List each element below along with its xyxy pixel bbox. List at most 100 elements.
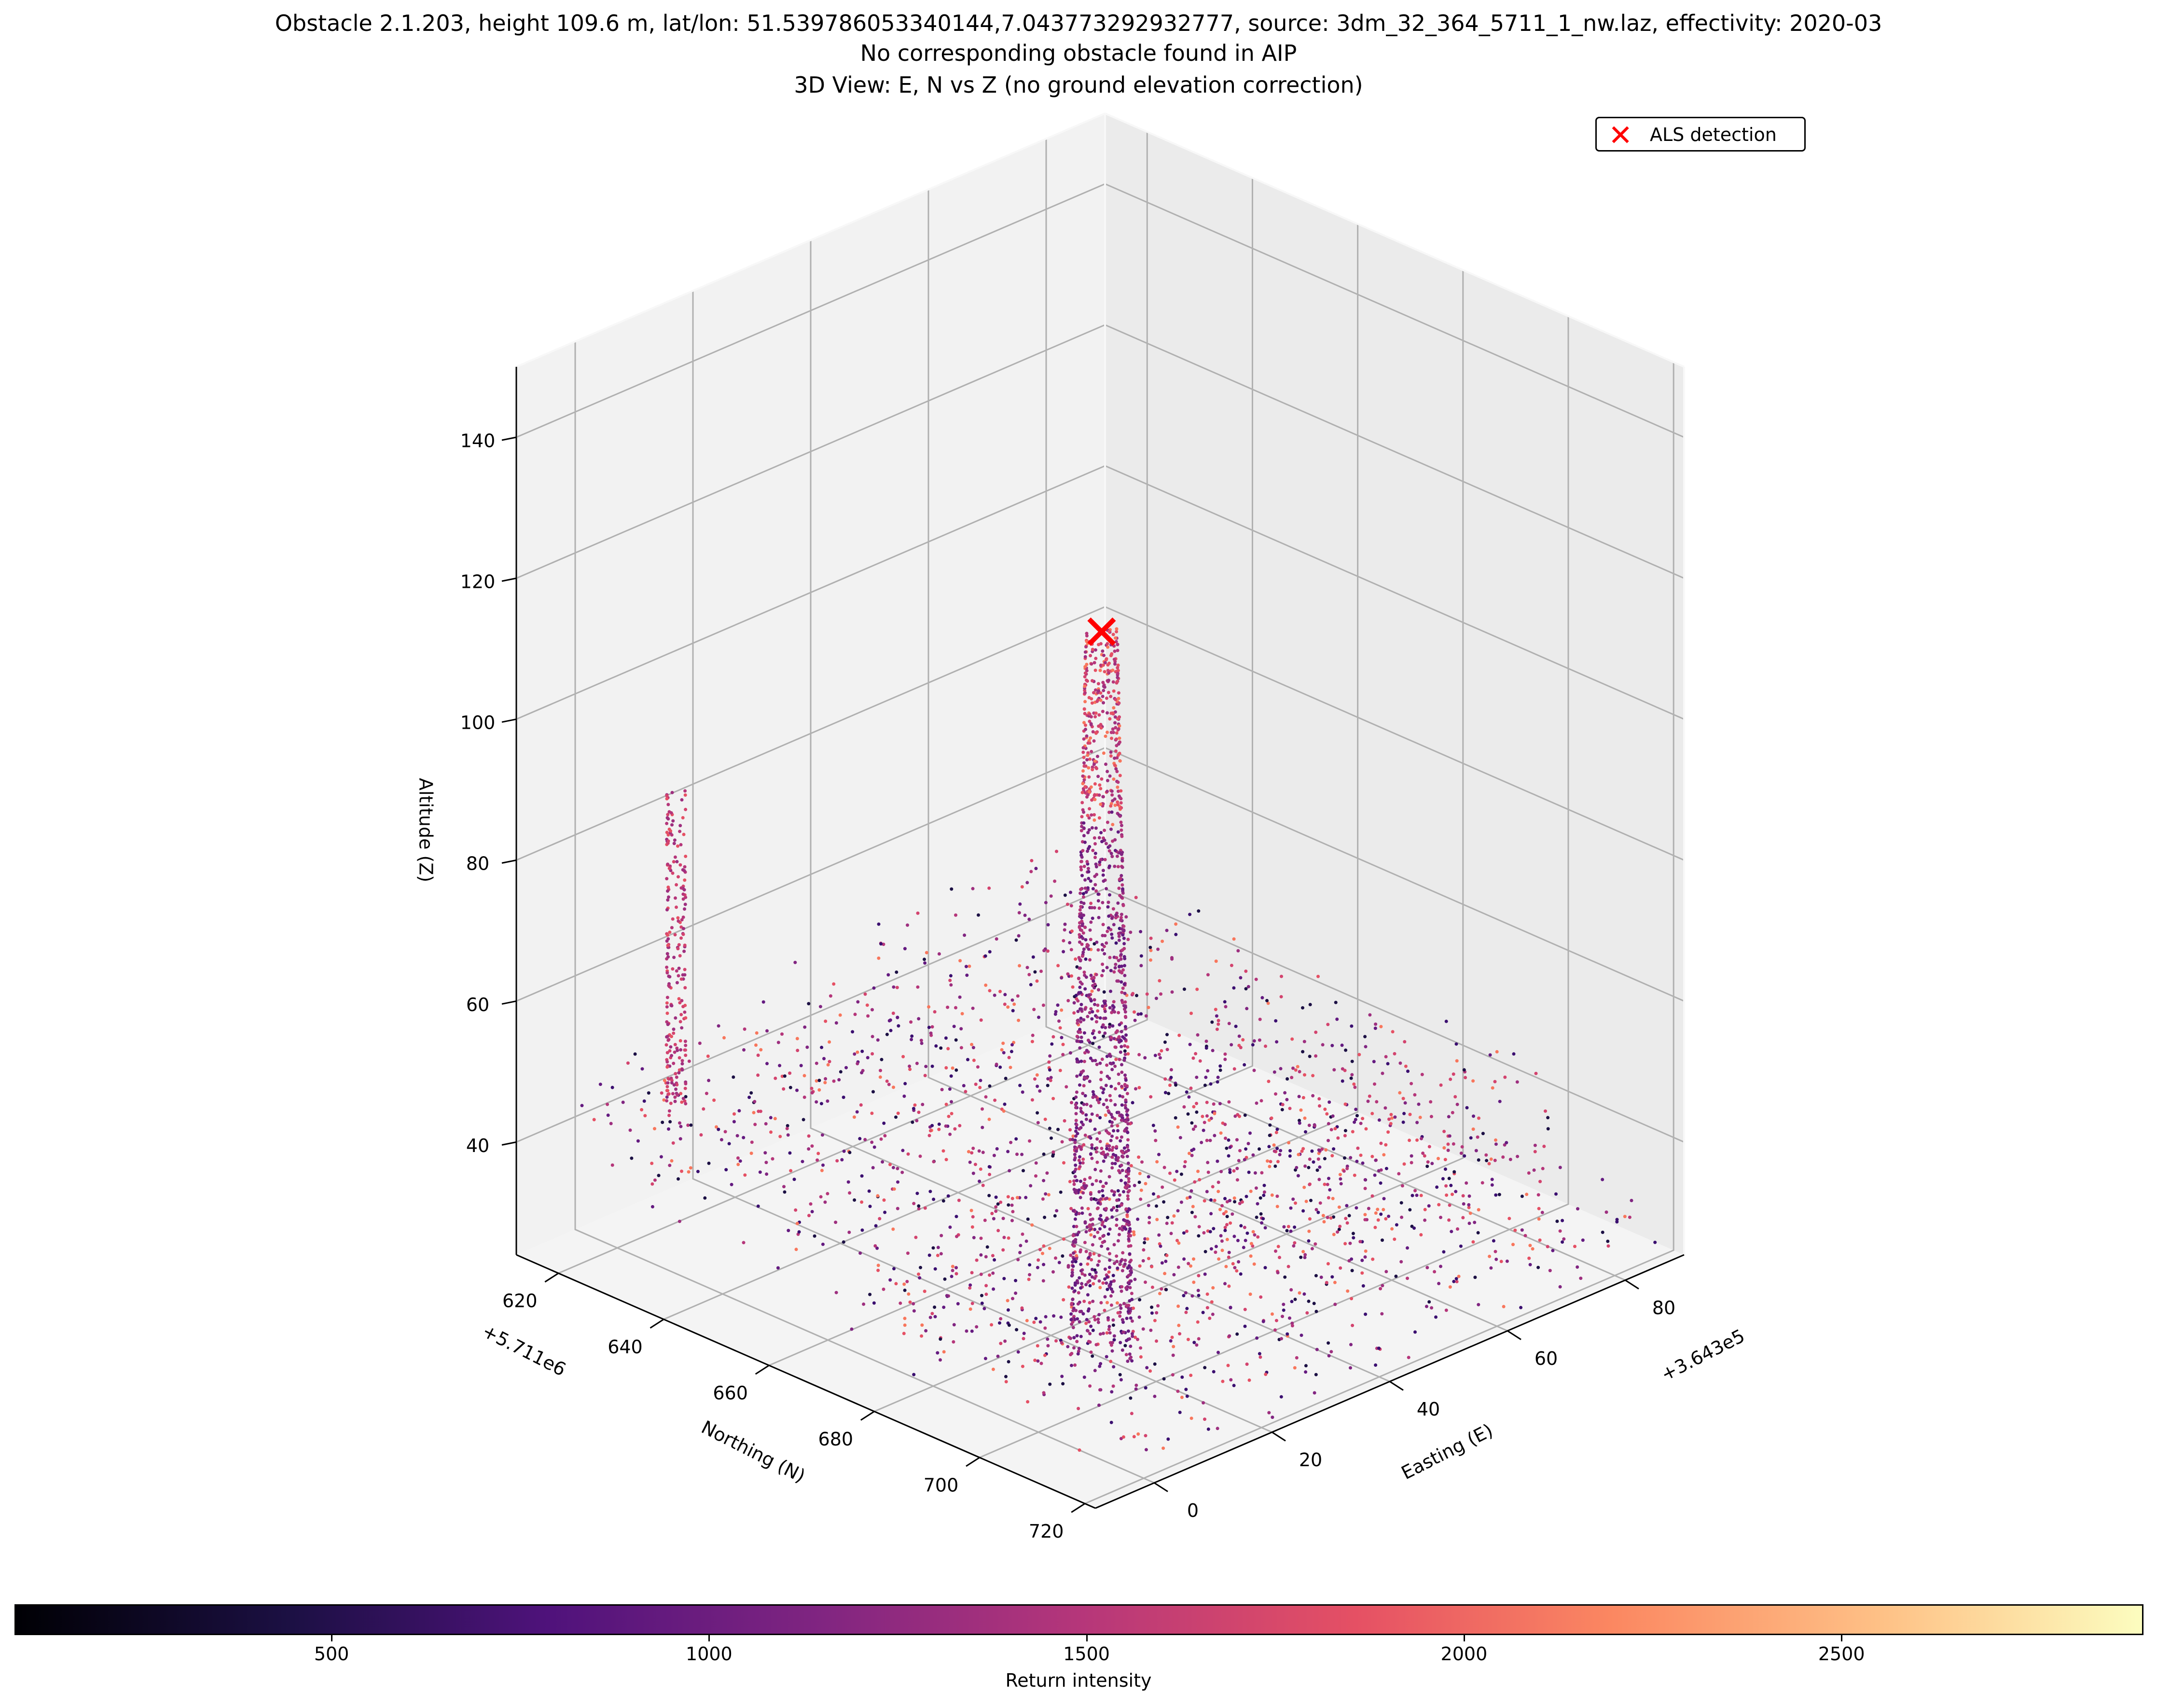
point [1235, 1332, 1239, 1336]
point [1114, 1030, 1118, 1034]
point [1010, 1196, 1014, 1200]
point [1245, 1362, 1249, 1366]
point [1439, 1216, 1442, 1219]
point [1268, 1123, 1272, 1127]
point [1190, 1121, 1194, 1125]
point [789, 1169, 793, 1173]
point [1114, 941, 1118, 945]
point [681, 1097, 685, 1100]
point [1216, 1159, 1219, 1163]
point [892, 1267, 896, 1271]
point [1079, 1334, 1083, 1338]
point [823, 1200, 827, 1204]
point [1084, 645, 1088, 649]
point [1537, 1207, 1541, 1210]
point [802, 1118, 805, 1122]
point [1427, 1300, 1431, 1304]
point [1121, 968, 1125, 972]
point [1308, 1217, 1312, 1221]
point [687, 1170, 691, 1174]
point [949, 974, 953, 978]
point [665, 1035, 669, 1039]
point [1139, 954, 1143, 958]
point [1042, 949, 1046, 953]
point [1174, 1083, 1178, 1087]
point [1424, 1305, 1428, 1308]
point [945, 1294, 949, 1298]
point [1110, 1134, 1114, 1138]
point [1332, 1215, 1335, 1219]
point [901, 1149, 905, 1153]
point [1091, 1059, 1094, 1063]
point [1397, 1172, 1401, 1176]
point [1107, 914, 1111, 918]
point [1302, 1185, 1306, 1189]
point [684, 1043, 688, 1047]
point [968, 1283, 972, 1287]
point [816, 1152, 820, 1155]
point [1117, 691, 1120, 695]
point [1232, 1067, 1236, 1071]
point [912, 1309, 916, 1313]
point [1251, 1230, 1255, 1234]
point [1373, 1173, 1377, 1177]
colorbar [14, 1604, 2143, 1635]
point [1278, 1256, 1281, 1259]
point [1080, 1211, 1084, 1215]
point [971, 1215, 975, 1219]
point [1189, 1374, 1193, 1377]
point [1093, 856, 1097, 860]
point [1098, 1388, 1102, 1392]
point [1098, 668, 1102, 672]
point [1191, 1127, 1195, 1131]
point [1337, 1205, 1341, 1209]
point [1094, 731, 1098, 735]
point [1092, 998, 1096, 1002]
point [1086, 814, 1090, 818]
point [1137, 1053, 1141, 1056]
point [1461, 1194, 1465, 1198]
point [1095, 1160, 1099, 1164]
point [1116, 676, 1120, 680]
point [621, 1100, 625, 1104]
point [1092, 1315, 1096, 1319]
point [1082, 1299, 1086, 1303]
point [1101, 1332, 1105, 1335]
point [1143, 1237, 1147, 1241]
point [665, 1051, 669, 1055]
point [1072, 1251, 1076, 1255]
point [1322, 1220, 1326, 1223]
point [1136, 1217, 1140, 1221]
point [782, 1087, 786, 1091]
point [1158, 1291, 1161, 1295]
point [1016, 994, 1020, 998]
point [1137, 1086, 1141, 1090]
point [1073, 1363, 1077, 1367]
point [1106, 1288, 1109, 1291]
point [1025, 881, 1029, 885]
point [1460, 1145, 1464, 1149]
point [1121, 933, 1125, 937]
point [1387, 1117, 1391, 1121]
point [1264, 1373, 1268, 1376]
point [1442, 1250, 1446, 1254]
point [1086, 831, 1090, 834]
point [1101, 649, 1105, 653]
point [1109, 969, 1113, 972]
point [1352, 1082, 1356, 1086]
point [1042, 1263, 1046, 1266]
point-cloud [580, 627, 1657, 1452]
point [974, 1083, 978, 1086]
point [1279, 1149, 1283, 1153]
point [1008, 1169, 1011, 1173]
point [665, 952, 669, 956]
point [1280, 1108, 1284, 1111]
point [1003, 1339, 1007, 1343]
point [1094, 1020, 1098, 1024]
point [946, 1194, 950, 1198]
point [1098, 1227, 1102, 1231]
point [1073, 1140, 1077, 1144]
point [1561, 1219, 1564, 1222]
point [1144, 1434, 1148, 1438]
point [923, 961, 927, 965]
